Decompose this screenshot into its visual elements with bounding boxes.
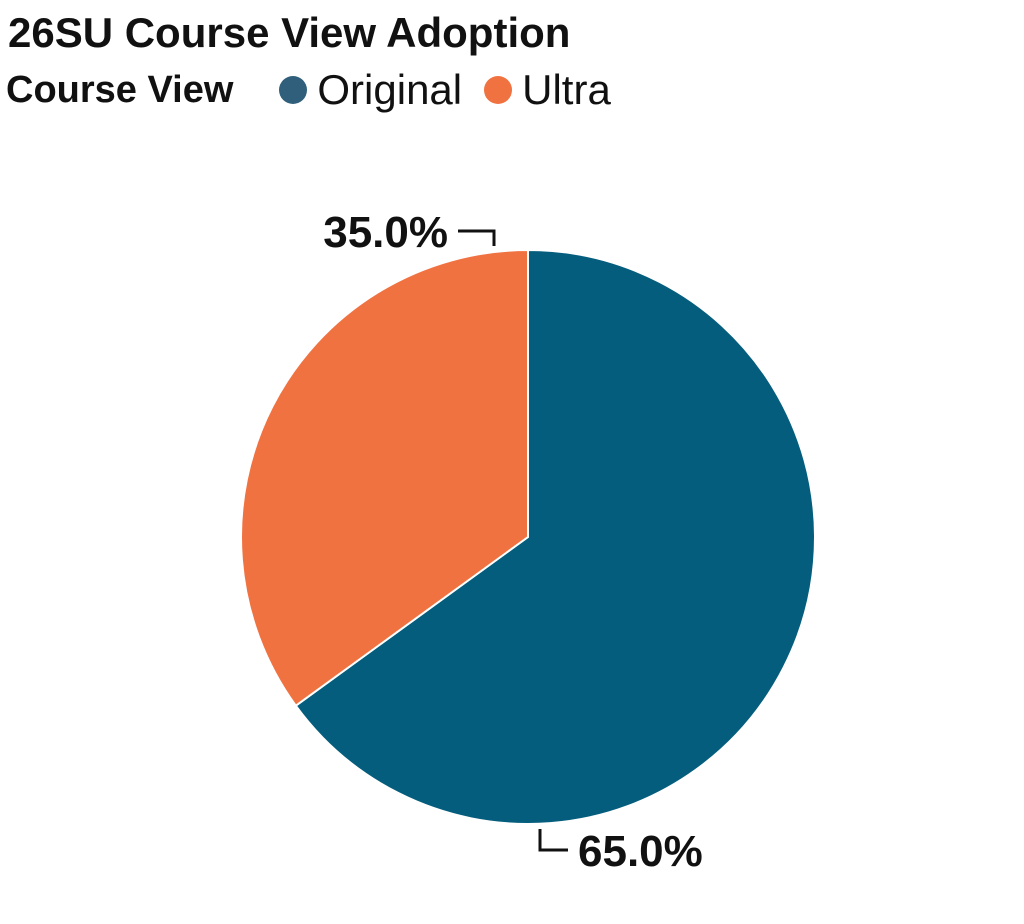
chart-title: 26SU Course View Adoption	[8, 9, 571, 56]
legend-swatch-ultra	[484, 76, 513, 104]
leader-line-ultra	[458, 229, 496, 246]
legend-item-ultra[interactable]: Ultra	[484, 66, 611, 114]
pie-slice-ultra[interactable]	[240, 248, 529, 708]
legend: Course View Original Ultra	[6, 64, 633, 116]
pie-slice-original[interactable]	[294, 248, 816, 825]
legend-item-original[interactable]: Original	[279, 66, 462, 114]
leader-line-original	[538, 829, 568, 852]
legend-title: Course View	[6, 68, 234, 111]
data-label-ultra: 35.0%	[323, 208, 448, 257]
legend-swatch-original	[279, 76, 308, 104]
legend-label-original: Original	[317, 66, 463, 113]
legend-label-ultra: Ultra	[522, 66, 611, 113]
data-label-original: 65.0%	[578, 827, 703, 876]
